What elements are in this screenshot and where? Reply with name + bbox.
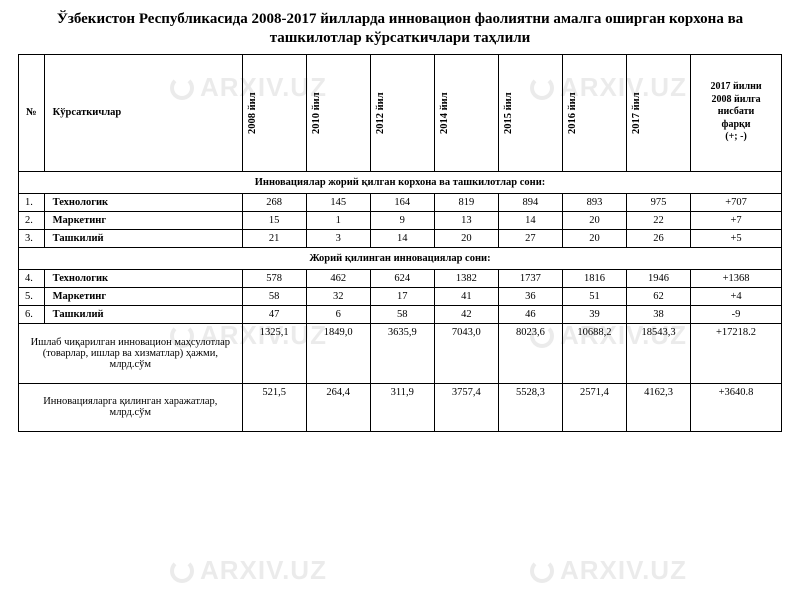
header-indicator: Кўрсаткичлар bbox=[44, 54, 242, 171]
header-2014: 2014 йил bbox=[434, 54, 498, 171]
table-row: 4.Технологик 5784626241382 173718161946+… bbox=[19, 269, 782, 287]
header-2008: 2008 йил bbox=[242, 54, 306, 171]
table-row: 5.Маркетинг 58321741 365162+4 bbox=[19, 287, 782, 305]
header-2012: 2012 йил bbox=[370, 54, 434, 171]
page-title: Ўзбекистон Республикасида 2008-2017 йилл… bbox=[18, 10, 782, 48]
watermark: ARXIV.UZ bbox=[170, 555, 327, 586]
summary-row-1: Ишлаб чиқарилган инновацион маҳсулотлар … bbox=[19, 323, 782, 383]
table-row: 6.Ташкилий 4765842 463938-9 bbox=[19, 305, 782, 323]
header-diff: 2017 йилни 2008 йилга нисбати фарқи (+; … bbox=[691, 54, 782, 171]
table-row: 3.Ташкилий 2131420 272026+5 bbox=[19, 229, 782, 247]
summary-row-2: Инновацияларга қилинган харажатлар, млрд… bbox=[19, 383, 782, 431]
data-table: № Кўрсаткичлар 2008 йил 2010 йил 2012 йи… bbox=[18, 54, 782, 432]
header-2010: 2010 йил bbox=[306, 54, 370, 171]
header-2016: 2016 йил bbox=[562, 54, 626, 171]
header-row: № Кўрсаткичлар 2008 йил 2010 йил 2012 йи… bbox=[19, 54, 782, 171]
section-row-1: Инновациялар жорий қилган корхона ва таш… bbox=[19, 171, 782, 193]
section-row-2: Жорий қилинган инновациялар сони: bbox=[19, 247, 782, 269]
header-2017: 2017 йил bbox=[627, 54, 691, 171]
table-row: 2.Маркетинг 151913 142022+7 bbox=[19, 211, 782, 229]
header-num: № bbox=[19, 54, 45, 171]
header-2015: 2015 йил bbox=[498, 54, 562, 171]
table-row: 1.Технологик 268145164819 894893975+707 bbox=[19, 193, 782, 211]
watermark: ARXIV.UZ bbox=[530, 555, 687, 586]
